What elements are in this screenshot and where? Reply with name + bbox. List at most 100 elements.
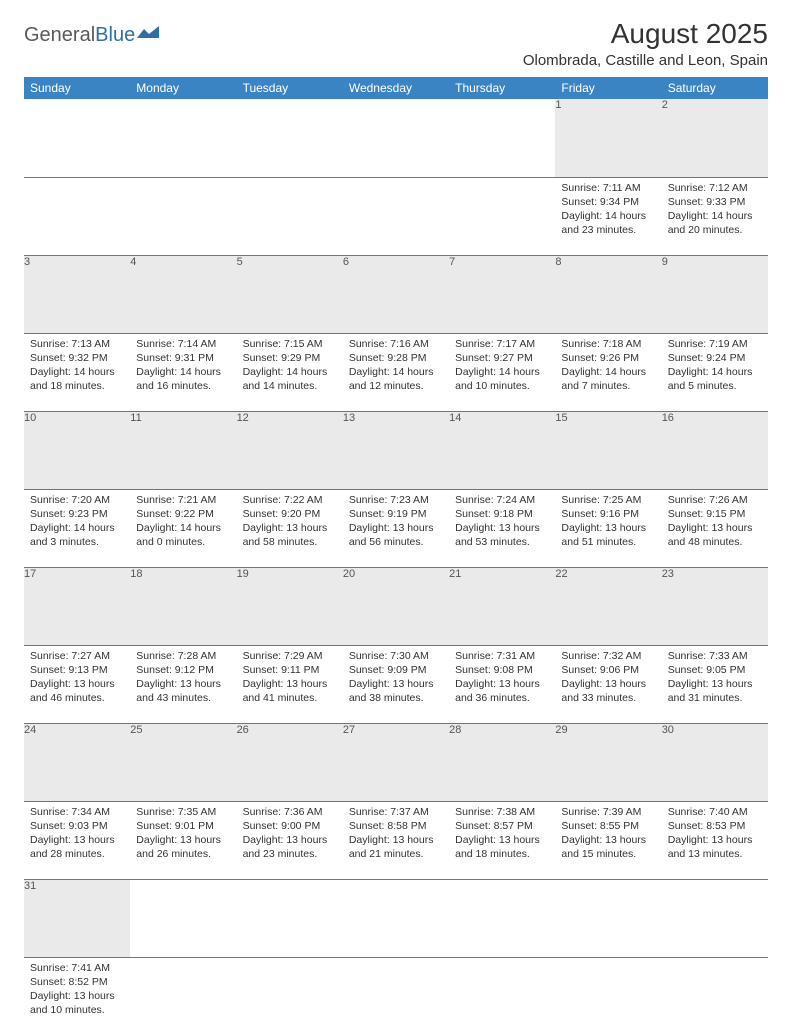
day-cell-body: Sunrise: 7:33 AMSunset: 9:05 PMDaylight:… bbox=[662, 646, 768, 710]
sunrise: Sunrise: 7:36 AM bbox=[243, 805, 337, 819]
weekday-header: Thursday bbox=[449, 77, 555, 99]
day-number: 26 bbox=[237, 723, 343, 801]
sunrise: Sunrise: 7:16 AM bbox=[349, 337, 443, 351]
daylight-line1: Daylight: 14 hours bbox=[455, 365, 549, 379]
weekday-header-row: SundayMondayTuesdayWednesdayThursdayFrid… bbox=[24, 77, 768, 99]
sunrise: Sunrise: 7:40 AM bbox=[668, 805, 762, 819]
sunset: Sunset: 9:08 PM bbox=[455, 663, 549, 677]
empty-daynum bbox=[237, 99, 343, 177]
daylight-line2: and 28 minutes. bbox=[30, 847, 124, 861]
sunset: Sunset: 9:01 PM bbox=[136, 819, 230, 833]
sunrise: Sunrise: 7:12 AM bbox=[668, 181, 762, 195]
day-cell-body: Sunrise: 7:26 AMSunset: 9:15 PMDaylight:… bbox=[662, 490, 768, 554]
daylight-line2: and 38 minutes. bbox=[349, 691, 443, 705]
day-cell-body: Sunrise: 7:24 AMSunset: 9:18 PMDaylight:… bbox=[449, 490, 555, 554]
sunrise: Sunrise: 7:35 AM bbox=[136, 805, 230, 819]
daynum-row: 3456789 bbox=[24, 255, 768, 333]
daylight-line1: Daylight: 13 hours bbox=[455, 833, 549, 847]
daylight-line1: Daylight: 13 hours bbox=[668, 521, 762, 535]
weekday-header: Wednesday bbox=[343, 77, 449, 99]
day-number: 9 bbox=[662, 255, 768, 333]
empty-cell bbox=[130, 957, 236, 1035]
day-cell: Sunrise: 7:41 AMSunset: 8:52 PMDaylight:… bbox=[24, 957, 130, 1035]
daylight-line2: and 20 minutes. bbox=[668, 223, 762, 237]
day-number: 14 bbox=[449, 411, 555, 489]
day-cell-body: Sunrise: 7:36 AMSunset: 9:00 PMDaylight:… bbox=[237, 802, 343, 866]
weekday-header: Sunday bbox=[24, 77, 130, 99]
sunset: Sunset: 9:18 PM bbox=[455, 507, 549, 521]
day-cell: Sunrise: 7:23 AMSunset: 9:19 PMDaylight:… bbox=[343, 489, 449, 567]
daylight-line2: and 18 minutes. bbox=[30, 379, 124, 393]
empty-cell bbox=[237, 177, 343, 255]
sunset: Sunset: 9:27 PM bbox=[455, 351, 549, 365]
sunset: Sunset: 9:16 PM bbox=[561, 507, 655, 521]
sunrise: Sunrise: 7:24 AM bbox=[455, 493, 549, 507]
daylight-line1: Daylight: 13 hours bbox=[668, 677, 762, 691]
daylight-line2: and 23 minutes. bbox=[561, 223, 655, 237]
sunrise: Sunrise: 7:17 AM bbox=[455, 337, 549, 351]
brand-blue: Blue bbox=[95, 24, 135, 47]
day-cell: Sunrise: 7:24 AMSunset: 9:18 PMDaylight:… bbox=[449, 489, 555, 567]
day-cell: Sunrise: 7:31 AMSunset: 9:08 PMDaylight:… bbox=[449, 645, 555, 723]
empty-cell bbox=[662, 957, 768, 1035]
daylight-line1: Daylight: 13 hours bbox=[349, 677, 443, 691]
day-cell-body: Sunrise: 7:14 AMSunset: 9:31 PMDaylight:… bbox=[130, 334, 236, 398]
sunset: Sunset: 9:03 PM bbox=[30, 819, 124, 833]
daylight-line1: Daylight: 13 hours bbox=[136, 677, 230, 691]
day-cell-body: Sunrise: 7:11 AMSunset: 9:34 PMDaylight:… bbox=[555, 178, 661, 242]
daylight-line2: and 18 minutes. bbox=[455, 847, 549, 861]
calendar-body: 12Sunrise: 7:11 AMSunset: 9:34 PMDayligh… bbox=[24, 99, 768, 1035]
location: Olombrada, Castille and Leon, Spain bbox=[523, 52, 768, 69]
brand-logo: GeneralBlue bbox=[24, 24, 159, 47]
day-number: 23 bbox=[662, 567, 768, 645]
week-row: Sunrise: 7:41 AMSunset: 8:52 PMDaylight:… bbox=[24, 957, 768, 1035]
sunrise: Sunrise: 7:11 AM bbox=[561, 181, 655, 195]
daylight-line1: Daylight: 14 hours bbox=[561, 209, 655, 223]
empty-cell bbox=[24, 177, 130, 255]
sunset: Sunset: 9:11 PM bbox=[243, 663, 337, 677]
day-cell-body: Sunrise: 7:27 AMSunset: 9:13 PMDaylight:… bbox=[24, 646, 130, 710]
daylight-line2: and 12 minutes. bbox=[349, 379, 443, 393]
day-number: 25 bbox=[130, 723, 236, 801]
sunrise: Sunrise: 7:37 AM bbox=[349, 805, 443, 819]
sunset: Sunset: 9:23 PM bbox=[30, 507, 124, 521]
empty-cell bbox=[130, 177, 236, 255]
sunset: Sunset: 9:05 PM bbox=[668, 663, 762, 677]
empty-daynum bbox=[237, 879, 343, 957]
day-number: 19 bbox=[237, 567, 343, 645]
daylight-line1: Daylight: 14 hours bbox=[136, 521, 230, 535]
empty-daynum bbox=[24, 99, 130, 177]
sunrise: Sunrise: 7:23 AM bbox=[349, 493, 443, 507]
daylight-line2: and 16 minutes. bbox=[136, 379, 230, 393]
daylight-line2: and 33 minutes. bbox=[561, 691, 655, 705]
day-number: 5 bbox=[237, 255, 343, 333]
day-number: 27 bbox=[343, 723, 449, 801]
sunset: Sunset: 9:12 PM bbox=[136, 663, 230, 677]
daylight-line1: Daylight: 14 hours bbox=[668, 209, 762, 223]
day-number: 7 bbox=[449, 255, 555, 333]
sunrise: Sunrise: 7:28 AM bbox=[136, 649, 230, 663]
daylight-line2: and 43 minutes. bbox=[136, 691, 230, 705]
day-cell: Sunrise: 7:11 AMSunset: 9:34 PMDaylight:… bbox=[555, 177, 661, 255]
day-cell: Sunrise: 7:13 AMSunset: 9:32 PMDaylight:… bbox=[24, 333, 130, 411]
empty-cell bbox=[237, 957, 343, 1035]
empty-daynum bbox=[130, 879, 236, 957]
sunrise: Sunrise: 7:14 AM bbox=[136, 337, 230, 351]
daylight-line1: Daylight: 13 hours bbox=[349, 833, 443, 847]
day-cell: Sunrise: 7:14 AMSunset: 9:31 PMDaylight:… bbox=[130, 333, 236, 411]
day-cell: Sunrise: 7:16 AMSunset: 9:28 PMDaylight:… bbox=[343, 333, 449, 411]
daylight-line2: and 53 minutes. bbox=[455, 535, 549, 549]
day-cell-body: Sunrise: 7:41 AMSunset: 8:52 PMDaylight:… bbox=[24, 958, 130, 1022]
daylight-line2: and 10 minutes. bbox=[30, 1003, 124, 1017]
day-cell-body: Sunrise: 7:35 AMSunset: 9:01 PMDaylight:… bbox=[130, 802, 236, 866]
daylight-line1: Daylight: 14 hours bbox=[243, 365, 337, 379]
sunrise: Sunrise: 7:30 AM bbox=[349, 649, 443, 663]
day-cell-body: Sunrise: 7:19 AMSunset: 9:24 PMDaylight:… bbox=[662, 334, 768, 398]
day-number: 15 bbox=[555, 411, 661, 489]
day-cell-body: Sunrise: 7:15 AMSunset: 9:29 PMDaylight:… bbox=[237, 334, 343, 398]
day-cell: Sunrise: 7:25 AMSunset: 9:16 PMDaylight:… bbox=[555, 489, 661, 567]
weekday-header: Friday bbox=[555, 77, 661, 99]
day-cell: Sunrise: 7:26 AMSunset: 9:15 PMDaylight:… bbox=[662, 489, 768, 567]
daylight-line1: Daylight: 14 hours bbox=[561, 365, 655, 379]
day-cell: Sunrise: 7:19 AMSunset: 9:24 PMDaylight:… bbox=[662, 333, 768, 411]
